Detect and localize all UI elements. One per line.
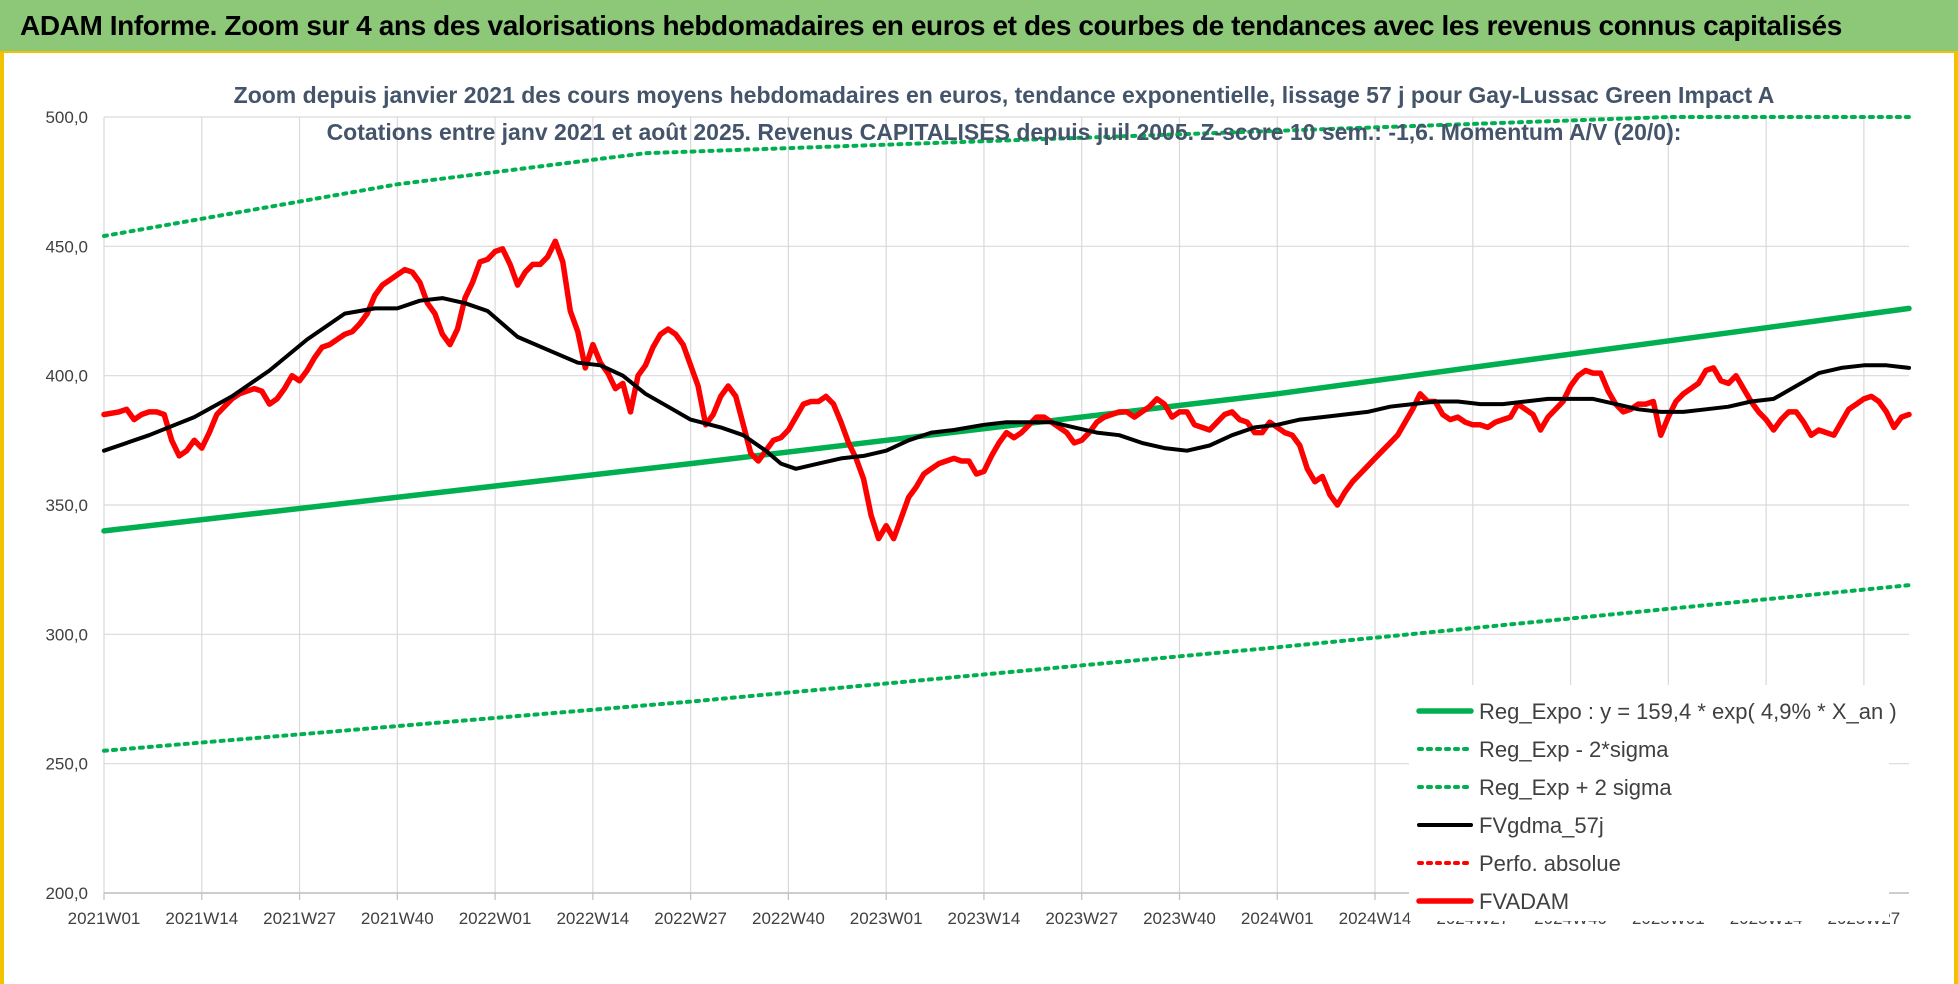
legend-entry: FVgdma_57j [1479,813,1604,838]
y-tick-label: 250,0 [45,755,88,774]
series-line-reg-expo [101,305,1912,534]
legend-background [1409,685,1889,921]
x-tick-label: 2023W01 [850,909,923,928]
chart-legend: Reg_Expo : y = 159,4 * exp( 4,9% * X_an … [1409,685,1897,921]
series-line-fvgdma-57j [102,296,1911,471]
y-tick-label: 450,0 [45,237,88,256]
legend-entry: FVADAM [1479,889,1569,914]
y-tick-label: 200,0 [45,884,88,903]
x-tick-label: 2024W14 [1339,909,1412,928]
price-trend-chart: 200,0 250,0 300,0 350,0 400,0 450,0 500,0 2021… [45,82,1912,928]
x-tick-label: 2021W40 [361,909,434,928]
x-tick-label: 2023W27 [1045,909,1118,928]
x-tick-label: 2022W27 [654,909,727,928]
legend-entry: Reg_Expo : y = 159,4 * exp( 4,9% * X_an … [1479,699,1897,724]
series-line-reg-exp [102,583,1911,753]
report-banner: ADAM Informe. Zoom sur 4 ans des valoris… [0,0,1958,53]
series-line-fvadam [101,238,1912,542]
legend-entry: Perfo. absolue [1479,851,1621,876]
legend-entry: Reg_Exp + 2 sigma [1479,775,1672,800]
x-tick-label: 2023W14 [948,909,1021,928]
x-tick-label: 2024W01 [1241,909,1314,928]
x-tick-label: 2023W40 [1143,909,1216,928]
chart-panel: 200,0 250,0 300,0 350,0 400,0 450,0 500,0 2021… [0,53,1958,984]
chart-subtitle: Cotations entre janv 2021 et août 2025. … [327,119,1682,145]
report-title: ADAM Informe. Zoom sur 4 ans des valoris… [20,9,1842,41]
y-tick-label: 300,0 [45,625,88,644]
x-tick-label: 2022W14 [556,909,629,928]
series-line-reg-exp [102,115,1911,238]
x-tick-label: 2021W01 [68,909,141,928]
x-tick-label: 2021W14 [165,909,238,928]
y-tick-label: 400,0 [45,367,88,386]
chart-title: Zoom depuis janvier 2021 des cours moyen… [234,82,1775,108]
x-tick-label: 2022W40 [752,909,825,928]
y-tick-label: 350,0 [45,496,88,515]
x-tick-label: 2021W27 [263,909,336,928]
y-tick-label: 500,0 [45,108,88,127]
chart-series [101,115,1912,753]
y-axis-ticks: 200,0 250,0 300,0 350,0 400,0 450,0 500,0 [45,108,88,903]
x-tick-label: 2022W01 [459,909,532,928]
legend-entry: Reg_Exp - 2*sigma [1479,737,1669,762]
